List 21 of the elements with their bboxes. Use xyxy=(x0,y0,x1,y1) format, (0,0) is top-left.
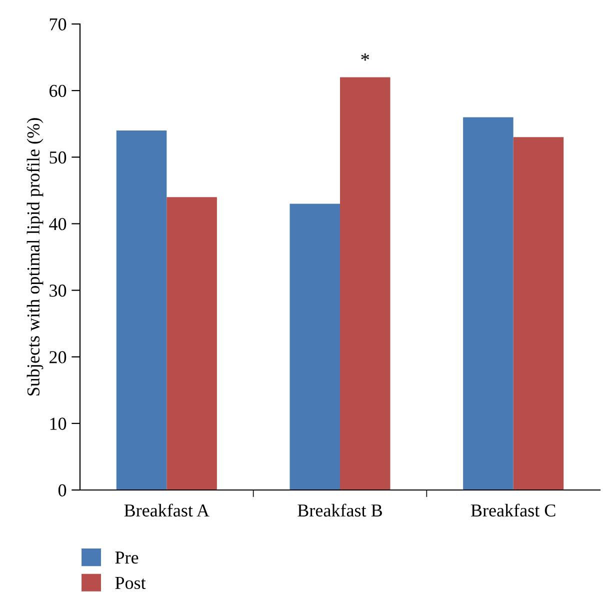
y-tick-label: 60 xyxy=(50,84,66,98)
y-tick-label: 40 xyxy=(49,218,66,230)
y-tick-label: 30 xyxy=(50,284,66,297)
y-tick-label: 0 xyxy=(58,484,66,496)
y-tick-label: 70 xyxy=(50,18,66,30)
x-tick-label: Breakfast B xyxy=(298,504,382,517)
y-axis-title: Subjects with optimal lipid profile (%) xyxy=(26,118,44,396)
bar xyxy=(513,137,564,490)
x-tick-label: Breakfast A xyxy=(124,504,210,517)
legend-label: Post xyxy=(115,577,146,590)
bar xyxy=(340,77,390,490)
y-tick-label: 20 xyxy=(50,351,66,364)
x-tick-label: Breakfast C xyxy=(470,504,556,517)
annotation: * xyxy=(361,53,370,61)
bar xyxy=(290,204,340,490)
bar xyxy=(166,197,217,490)
y-tick-label: 10 xyxy=(50,418,66,430)
legend-label: Pre xyxy=(115,552,138,564)
y-tick-label: 50 xyxy=(50,151,66,164)
bar xyxy=(463,117,514,490)
bar xyxy=(116,130,167,490)
